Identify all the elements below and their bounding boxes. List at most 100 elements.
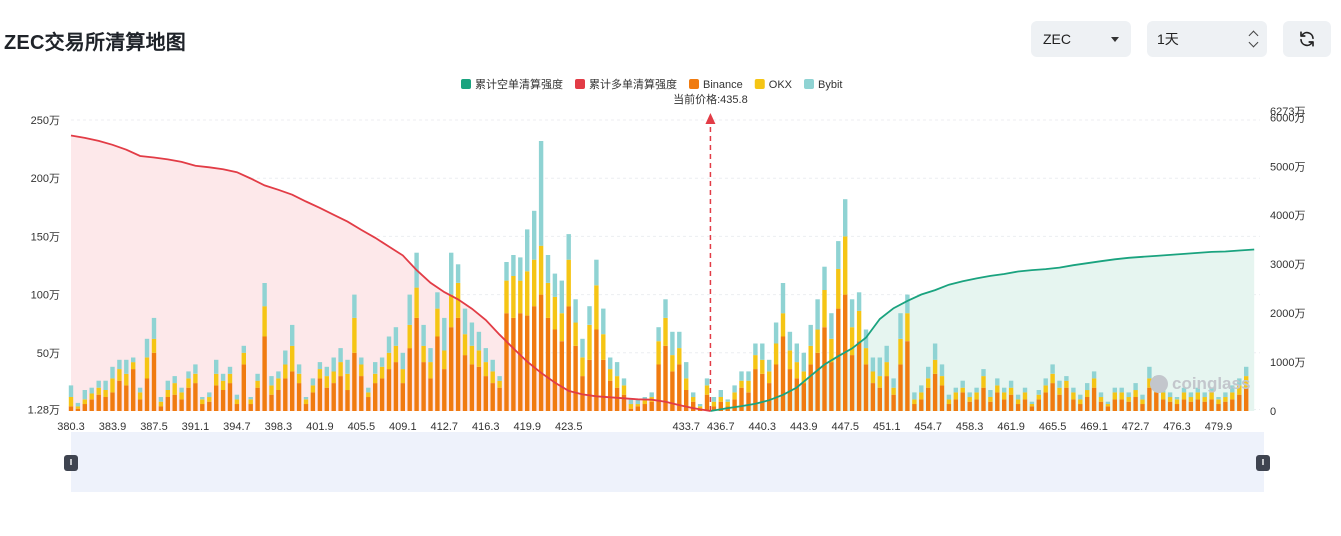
binance-bar [200,404,205,411]
zoom-slider-track[interactable] [71,432,1264,492]
binance-bar [912,404,917,411]
x-axis-label: 409.1 [389,421,417,433]
coinglass-logo-icon [1150,375,1168,393]
binance-bar [614,387,620,411]
okx-bar [1126,397,1131,402]
binance-bar [552,329,558,411]
range-select[interactable]: 1天 [1147,21,1267,57]
bybit-bar [227,366,233,374]
okx-bar [822,289,827,328]
bybit-bar [1091,371,1097,379]
okx-bar [829,338,834,363]
bybit-bar [269,376,274,386]
bybit-bar [670,331,675,356]
binance-bar [974,399,979,411]
okx-bar [808,345,813,365]
x-axis-label: 436.7 [707,421,735,433]
bybit-bar [462,308,468,335]
bybit-bar [753,343,758,356]
okx-bar [290,345,295,372]
okx-bar [435,308,440,337]
binance-bar [421,362,426,411]
binance-bar [379,378,385,411]
bybit-bar [974,387,979,393]
right-axis-label: 0 [1270,406,1276,418]
okx-bar [953,392,958,400]
bybit-bar [373,362,378,374]
binance-bar [1181,399,1187,411]
zoom-slider-left-handle[interactable]: ǁ [64,455,78,471]
coin-select[interactable]: ZEC [1031,21,1131,57]
okx-bar [172,383,177,395]
current-price-label: 当前价格:435.8 [673,92,748,106]
binance-bar [497,387,502,411]
binance-bar [490,383,495,411]
okx-bar [255,380,260,388]
binance-bar [677,364,682,411]
bybit-bar [1043,378,1048,386]
binance-bar [926,387,931,411]
binance-bar [995,392,1000,411]
binance-bar [1008,394,1014,411]
okx-bar [1147,378,1152,388]
bybit-bar [711,397,717,402]
refresh-button[interactable] [1283,21,1331,57]
okx-bar [1140,399,1145,405]
x-axis-label: 387.5 [140,421,168,433]
bybit-bar [739,371,744,381]
okx-bar [490,371,495,383]
binance-bar [1029,406,1035,411]
binance-bar [158,406,164,411]
bybit-bar [780,283,786,314]
binance-bar [967,401,972,411]
bybit-bar [449,252,454,295]
bybit-bar [296,364,302,374]
binance-bar [172,394,177,411]
binance-bar [608,380,613,411]
okx-bar [580,357,585,377]
bybit-bar [1237,378,1242,386]
binance-bar [82,404,87,411]
bybit-bar [151,317,157,339]
binance-bar [739,387,744,411]
legend-swatch [575,79,585,89]
bybit-bar [207,392,212,398]
bybit-bar [1140,394,1145,400]
bybit-bar [919,385,924,393]
bybit-bar [455,264,461,283]
binance-bar [1071,399,1076,411]
x-axis-label: 472.7 [1122,421,1150,433]
okx-bar [1022,392,1028,400]
binance-bar [442,369,447,411]
x-axis-label: 461.9 [997,421,1025,433]
binance-bar [988,401,993,411]
okx-bar [241,352,246,365]
binance-bar [870,383,876,411]
binance-bar [386,369,392,411]
watermark-text: coinglass [1172,374,1251,393]
okx-bar [1043,385,1048,393]
bybit-bar [1216,397,1221,400]
x-axis-label: 443.9 [790,421,818,433]
left-axis-label: 100万 [31,290,60,302]
binance-bar [545,317,551,411]
zoom-slider-right-handle[interactable]: ǁ [1256,455,1270,471]
okx-bar [704,385,710,395]
binance-bar [773,364,779,411]
okx-bar [739,380,744,388]
bybit-bar [960,380,965,388]
okx-bar [856,310,862,342]
okx-bar [946,399,952,405]
x-axis-label: 433.7 [672,421,700,433]
binance-bar [794,378,799,411]
okx-bar [870,371,876,383]
okx-bar [1015,399,1021,405]
okx-bar [234,399,240,405]
binance-bar [767,383,772,411]
bybit-bar [379,357,385,367]
okx-bar [1209,392,1214,400]
bybit-bar [663,299,668,318]
okx-bar [684,378,689,390]
binance-bar [946,404,952,411]
right-axis-label: 6273万 [1270,106,1305,118]
